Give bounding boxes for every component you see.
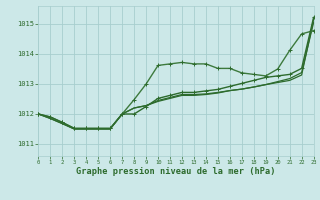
X-axis label: Graphe pression niveau de la mer (hPa): Graphe pression niveau de la mer (hPa) [76, 167, 276, 176]
